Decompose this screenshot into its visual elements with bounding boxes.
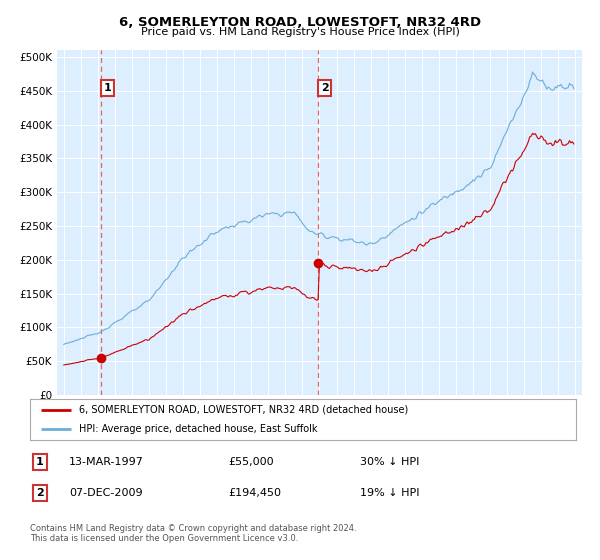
Text: £194,450: £194,450 (228, 488, 281, 498)
Text: 2: 2 (321, 83, 329, 93)
Text: 19% ↓ HPI: 19% ↓ HPI (360, 488, 419, 498)
Text: 1: 1 (104, 83, 112, 93)
Text: 2: 2 (36, 488, 44, 498)
Text: 6, SOMERLEYTON ROAD, LOWESTOFT, NR32 4RD: 6, SOMERLEYTON ROAD, LOWESTOFT, NR32 4RD (119, 16, 481, 29)
Text: 07-DEC-2009: 07-DEC-2009 (69, 488, 143, 498)
Text: 6, SOMERLEYTON ROAD, LOWESTOFT, NR32 4RD (detached house): 6, SOMERLEYTON ROAD, LOWESTOFT, NR32 4RD… (79, 405, 409, 415)
Text: HPI: Average price, detached house, East Suffolk: HPI: Average price, detached house, East… (79, 423, 317, 433)
Text: £55,000: £55,000 (228, 457, 274, 467)
Text: 13-MAR-1997: 13-MAR-1997 (69, 457, 144, 467)
Text: 30% ↓ HPI: 30% ↓ HPI (360, 457, 419, 467)
Text: Price paid vs. HM Land Registry's House Price Index (HPI): Price paid vs. HM Land Registry's House … (140, 27, 460, 37)
Text: 1: 1 (36, 457, 44, 467)
Text: Contains HM Land Registry data © Crown copyright and database right 2024.
This d: Contains HM Land Registry data © Crown c… (30, 524, 356, 543)
